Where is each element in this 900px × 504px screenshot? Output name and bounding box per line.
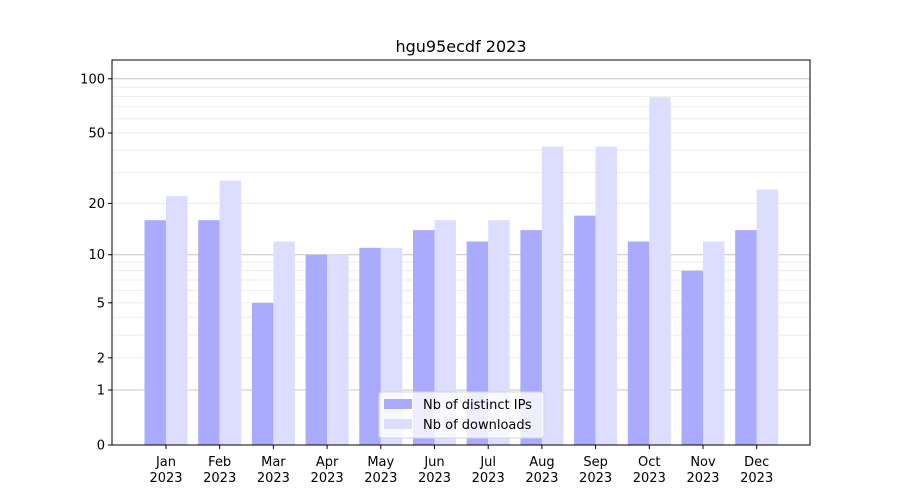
bar-distinct-ips (520, 230, 542, 445)
y-tick-label: 50 (88, 127, 105, 142)
x-tick-label: Mar 2023 (257, 455, 290, 486)
x-tick-label: Aug 2023 (525, 455, 558, 486)
x-tick-label: Feb 2023 (203, 455, 236, 486)
legend-label: Nb of downloads (423, 418, 532, 433)
chart-title: hgu95ecdf 2023 (395, 37, 526, 56)
bar-downloads (756, 189, 779, 445)
x-tick-label: Sep 2023 (579, 455, 612, 486)
legend-swatch (384, 399, 412, 409)
x-tick-label: Jul 2023 (472, 455, 505, 486)
legend: Nb of distinct IPs Nb of downloads (378, 391, 545, 439)
bar-distinct-ips (681, 270, 703, 445)
x-tick-label: Nov 2023 (686, 455, 719, 486)
bar-distinct-ips (627, 241, 650, 445)
x-tick-label: Jun 2023 (418, 455, 451, 486)
x-tick-label: Jan 2023 (149, 455, 182, 486)
bar-distinct-ips (413, 230, 435, 445)
y-tick-label: 2 (97, 351, 105, 366)
y-tick-label: 20 (88, 197, 105, 212)
bar-downloads (434, 220, 456, 445)
bar-downloads (327, 254, 349, 445)
bar-downloads (703, 241, 725, 445)
bar-downloads (649, 97, 671, 446)
y-tick-label: 5 (97, 296, 105, 311)
bar-downloads (166, 196, 188, 445)
bar-distinct-ips (735, 230, 757, 445)
legend-swatch (384, 419, 412, 429)
bar-distinct-ips (305, 254, 328, 445)
bar-distinct-ips (574, 215, 596, 445)
bar-downloads (273, 241, 295, 445)
x-tick-label: Apr 2023 (311, 455, 344, 486)
bar-distinct-ips (144, 220, 166, 445)
bar-downloads (219, 180, 242, 445)
x-tick-label: Oct 2023 (633, 455, 666, 486)
y-tick-label: 10 (88, 248, 105, 263)
y-tick-label: 100 (80, 72, 105, 87)
x-tick-label: May 2023 (364, 455, 397, 486)
bar-downloads (541, 146, 564, 445)
bar-distinct-ips (251, 302, 274, 445)
y-tick-label: 0 (97, 439, 105, 454)
legend-box (378, 391, 545, 439)
plot-frame (111, 59, 811, 446)
bar-downloads (595, 146, 618, 445)
bar-distinct-ips (359, 247, 381, 445)
bar-downloads (488, 220, 510, 445)
x-tick-label: Dec 2023 (740, 455, 773, 486)
legend-label: Nb of distinct IPs (423, 398, 532, 413)
bar-distinct-ips (198, 220, 220, 445)
y-tick-label: 1 (97, 384, 105, 399)
